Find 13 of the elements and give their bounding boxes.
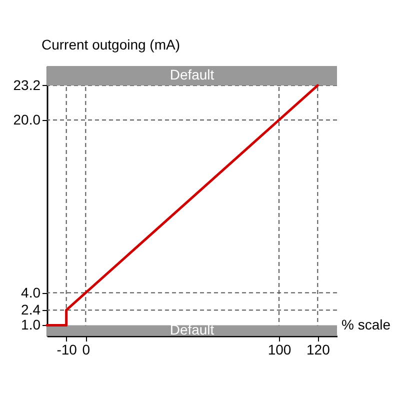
y-tick-label: 2.4 bbox=[21, 302, 41, 318]
band-label: Default bbox=[170, 322, 214, 338]
x-tick-label: 0 bbox=[82, 342, 90, 358]
band-label: Default bbox=[170, 66, 214, 83]
x-tick-label: 100 bbox=[268, 342, 292, 358]
y-axis-title: Current outgoing (mA) bbox=[42, 36, 180, 52]
y-tick-label: 4.0 bbox=[21, 284, 41, 300]
y-tick-label: 20.0 bbox=[13, 112, 41, 128]
y-tick-label: 23.2 bbox=[13, 76, 41, 93]
x-tick-label: 120 bbox=[306, 342, 330, 358]
y-tick-label: 1.0 bbox=[21, 316, 41, 333]
x-tick-label: -10 bbox=[56, 342, 78, 358]
x-axis-title: % scale bbox=[342, 316, 391, 332]
